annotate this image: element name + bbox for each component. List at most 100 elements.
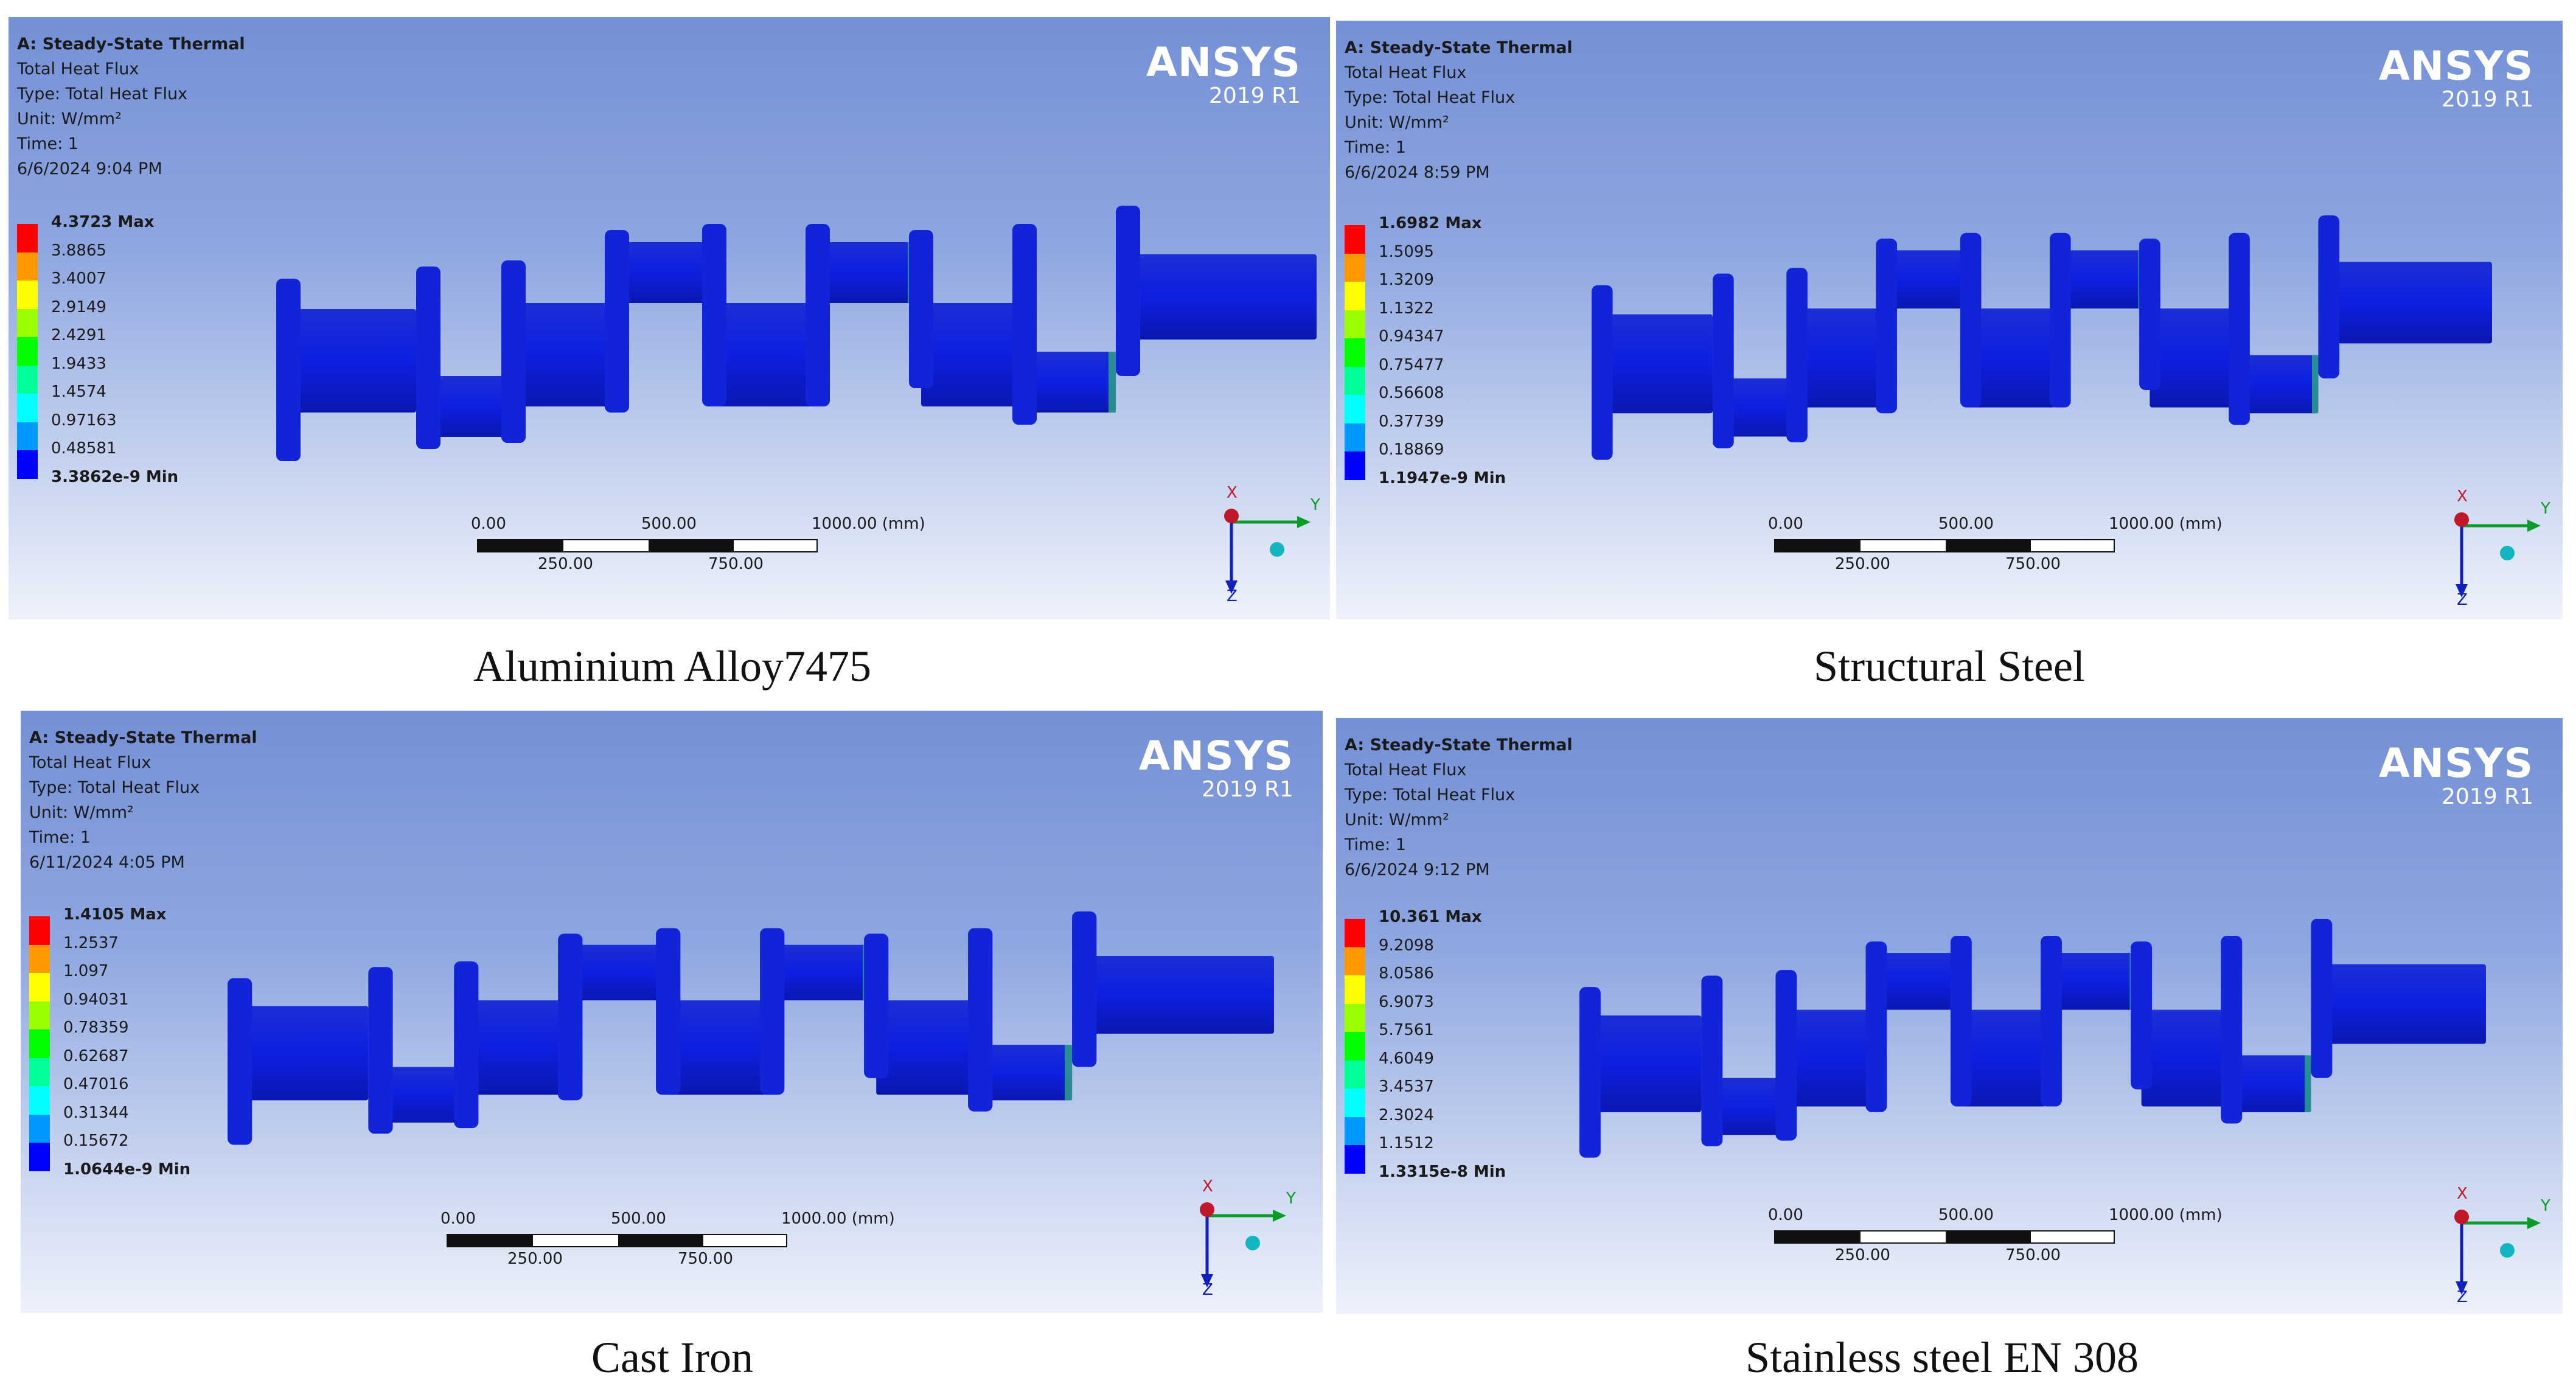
crank-web [1701, 975, 1723, 1146]
scale-segment [1775, 1232, 1861, 1242]
x-label: X [1202, 1177, 1213, 1196]
scale-label: 1000.00 (mm) [2109, 515, 2223, 533]
crankshaft-model [228, 911, 1274, 1145]
z-label: Z [2457, 591, 2468, 605]
main-journal [1128, 254, 1317, 340]
scale-segment [1946, 1232, 2031, 1242]
panel-stainless: A: Steady-State Thermal Total Heat Flux Ty… [1336, 718, 2563, 1314]
legend-label: 5.7561 [1379, 1021, 1434, 1039]
legend-swatch [17, 280, 38, 309]
scale-label: 0.00 [1768, 1206, 1803, 1224]
main-journal [876, 1000, 981, 1095]
panel-cast-iron: A: Steady-State Thermal Total Heat Flux Ty… [21, 711, 1323, 1313]
crank-pin [2231, 1055, 2311, 1112]
legend-swatch [17, 224, 38, 253]
caption: Stainless steel EN 308 [1746, 1333, 2139, 1382]
crank-web [1012, 224, 1037, 425]
axis-triad-icon: X Y Z [1200, 1177, 1296, 1295]
scale-segment [478, 540, 563, 551]
legend-swatch [29, 973, 50, 1002]
info-result: Total Heat Flux [29, 753, 151, 772]
scale-segment [533, 1235, 618, 1246]
legend-label: 0.15672 [63, 1132, 129, 1150]
info-title: A: Steady-State Thermal [1345, 736, 1573, 754]
info-result: Total Heat Flux [1345, 761, 1467, 779]
legend-label: 0.78359 [63, 1019, 129, 1037]
ansys-logo: ANSYS 2019 R1 [2379, 742, 2533, 809]
crank-pin [2045, 953, 2136, 1010]
result-info: A: Steady-State Thermal Total Heat Flux Ty… [1345, 35, 1573, 185]
x-label: X [2457, 1185, 2468, 1203]
legend-label: 2.3024 [1379, 1106, 1434, 1124]
scale-label: 500.00 [641, 515, 697, 533]
info-result: Total Heat Flux [17, 60, 139, 78]
legend-label: 1.6982 Max [1379, 214, 1482, 232]
legend-label: 1.1322 [1379, 299, 1434, 318]
legend-swatch [29, 1029, 50, 1058]
crank-pin [1711, 1078, 1786, 1135]
crankshaft-model [276, 206, 1317, 461]
crank-pin [428, 376, 513, 437]
legend-label: 0.18869 [1379, 441, 1444, 459]
scale-label: 750.00 [678, 1250, 733, 1268]
crank-pin [1876, 953, 1962, 1010]
y-arrow [1273, 1210, 1286, 1222]
y-label: Y [1286, 1190, 1296, 1208]
result-info: A: Steady-State Thermal Total Heat Flux Ty… [17, 32, 245, 181]
scale-label: 0.00 [471, 515, 506, 533]
scale-segment [2031, 540, 2114, 551]
crank-web [2041, 936, 2062, 1107]
crank-pin [2239, 355, 2319, 414]
legend-label: 1.4105 Max [63, 905, 167, 924]
legend-swatch [29, 1143, 50, 1171]
info-title: A: Steady-State Thermal [17, 35, 245, 54]
legend-label: 1.4574 [51, 383, 106, 401]
main-journal [1802, 308, 1882, 408]
legend-label: 2.4291 [51, 326, 106, 344]
brand-name: ANSYS [1146, 39, 1301, 86]
legend-label: 8.0586 [1379, 964, 1434, 983]
main-journal [472, 1000, 565, 1095]
crank-web [1116, 206, 1140, 376]
legend-label: 4.6049 [1379, 1049, 1434, 1068]
info-date: 6/6/2024 8:59 PM [1345, 163, 1490, 182]
brand-version: 2019 R1 [1209, 83, 1301, 108]
y-label: Y [1310, 496, 1320, 514]
crank-web [1592, 285, 1613, 460]
legend-label: 1.1947e-9 Min [1379, 469, 1506, 487]
x-origin-marker [2454, 512, 2469, 527]
legend-swatch [29, 1086, 50, 1115]
ansys-logo: ANSYS 2019 R1 [1146, 41, 1301, 108]
scale-label: 0.00 [440, 1210, 476, 1228]
crank-pin [570, 944, 669, 1001]
main-journal [2141, 1009, 2232, 1107]
legend-label: 0.47016 [63, 1075, 129, 1093]
info-title: A: Steady-State Thermal [1345, 38, 1573, 57]
scale-bar-track [1774, 1230, 2115, 1244]
legend-swatch [29, 1114, 50, 1143]
legend-swatch [1345, 310, 1365, 338]
main-journal [2150, 308, 2240, 408]
info-type: Type: Total Heat Flux [17, 85, 188, 103]
crank-pin [812, 242, 915, 303]
scale-segment [1946, 540, 2031, 551]
legend-swatch [1345, 366, 1365, 395]
crank-web [760, 928, 785, 1095]
legend-swatch [1345, 1032, 1365, 1061]
legend-label: 1.5095 [1379, 242, 1434, 261]
crank-web [702, 224, 726, 406]
result-info: A: Steady-State Thermal Total Heat Flux Ty… [29, 725, 257, 875]
crank-web [1775, 970, 1797, 1141]
crank-web [2229, 232, 2250, 425]
legend-swatch [1345, 395, 1365, 423]
main-journal [276, 309, 416, 413]
legend-swatch [17, 422, 38, 450]
scale-segment [1861, 1232, 1946, 1242]
legend-label: 10.361 Max [1379, 908, 1482, 926]
legend-swatch [1345, 338, 1365, 367]
legend-swatch [1345, 1003, 1365, 1032]
crank-web [276, 279, 301, 461]
scale-label: 500.00 [611, 1210, 666, 1228]
scale-bar-track [477, 539, 818, 552]
view-sphere-icon [2500, 1243, 2515, 1258]
